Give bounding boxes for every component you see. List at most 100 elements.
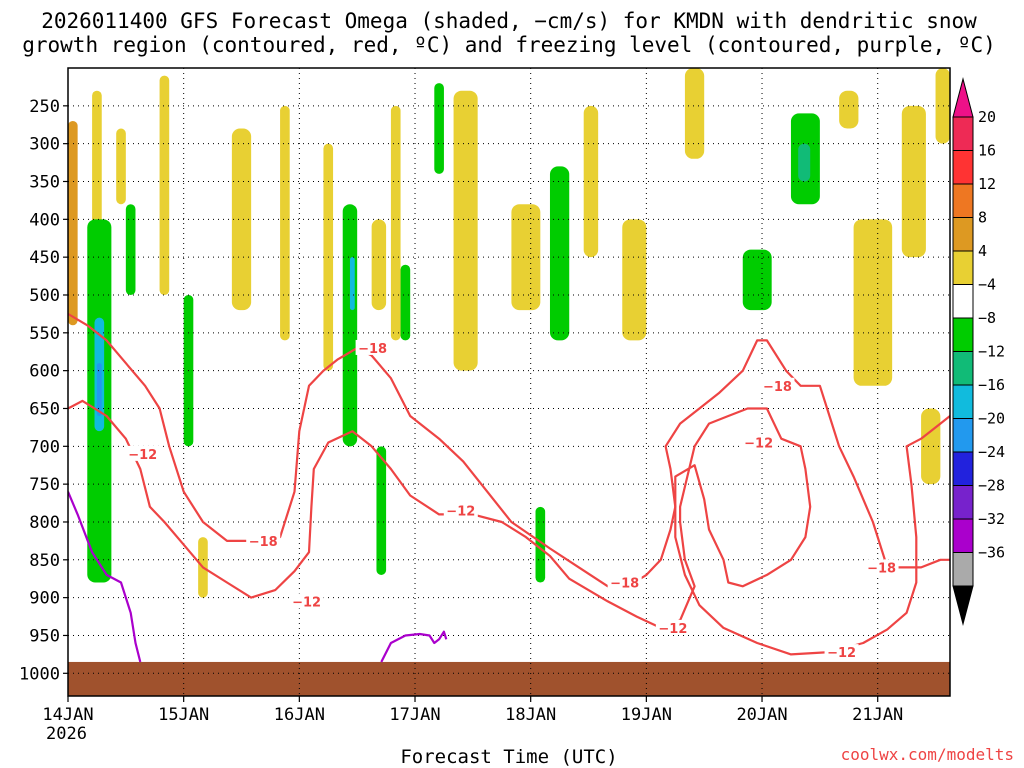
y-tick-label-350: 350: [29, 172, 60, 192]
ground-surface: [68, 661, 950, 696]
omega-region-31: [853, 219, 893, 386]
y-tick-label-850: 850: [29, 551, 60, 571]
x-tick-label-15JAN: 15JAN: [158, 705, 209, 725]
colorbar-swatch-3: [952, 217, 974, 252]
chart-title-line-1: 2026011400 GFS Forecast Omega (shaded, −…: [41, 9, 977, 33]
contour-label-bg-0: [125, 445, 160, 461]
omega-region-20: [453, 90, 478, 371]
colorbar-top-arrow: [952, 77, 974, 118]
contour-label-bg-3: [355, 339, 390, 355]
omega-region-15: [371, 219, 387, 311]
omega-region-18: [400, 264, 411, 341]
chart-title-line-2: growth region (contoured, red, ºC) and f…: [22, 33, 996, 57]
colorbar-label-5: −4: [978, 276, 996, 294]
contour-lines: [68, 312, 950, 663]
x-tick-label-20JAN: 20JAN: [736, 705, 787, 725]
colorbar-label-1: 16: [978, 142, 996, 160]
omega-region-19: [434, 83, 444, 174]
colorbar-swatch-8: [952, 384, 974, 419]
contour-label-5: −18: [610, 577, 639, 592]
y-tick-label-300: 300: [29, 135, 60, 155]
colorbar-swatch-6: [952, 317, 974, 352]
credit-link[interactable]: coolwx.com/modelts: [841, 745, 1014, 764]
contour-label-8: −12: [744, 437, 773, 452]
colorbar-swatch-4: [952, 250, 974, 285]
contour--18-0: [68, 312, 950, 588]
contour-label-bg-10: [864, 559, 899, 575]
omega-region-25: [622, 219, 647, 341]
colorbar-swatch-5: [952, 284, 974, 319]
colorbar-swatch-7: [952, 351, 974, 386]
y-axis-ticks: 250 300 350 400 450 500 550 600 650 700 750 800 850 9…: [19, 97, 68, 684]
colorbar-label-6: −8: [978, 309, 996, 327]
y-tick-label-400: 400: [29, 210, 60, 230]
plot-frame: [67, 67, 951, 697]
omega-region-10: [231, 128, 252, 311]
x-tick-label-21JAN: 21JAN: [852, 705, 903, 725]
contour-label-0: −12: [128, 448, 157, 463]
contour-label-bg-1: [246, 532, 281, 548]
contour-0-2: [68, 491, 142, 663]
omega-region-24: [583, 105, 599, 258]
contour-label-6: −12: [658, 622, 687, 637]
omega-region-1: [92, 90, 102, 235]
omega-region-22: [535, 506, 546, 583]
contour-label-1: −18: [249, 535, 278, 550]
y-tick-label-950: 950: [29, 626, 60, 646]
y-tick-label-650: 650: [29, 399, 60, 419]
y-tick-label-800: 800: [29, 513, 60, 533]
colorbar-label-12: −32: [978, 510, 1005, 528]
colorbar-label-0: 20: [978, 108, 996, 126]
x-tick-label-14JAN: 14JAN: [42, 705, 93, 725]
colorbar-bottom-arrow: [952, 585, 974, 626]
omega-region-11: [280, 105, 290, 341]
colorbar-swatch-10: [952, 451, 974, 486]
colorbar-label-9: −20: [978, 410, 1005, 428]
y-tick-label-1000: 1000: [19, 664, 60, 684]
omega-region-6: [125, 204, 136, 295]
omega-region-0: [68, 120, 78, 326]
contour-labels: −12 −18 −12 −18 −12 −18 −12 −18 −12 −12 −18: [125, 339, 899, 661]
contour-label-9: −12: [827, 646, 856, 661]
x-tick-label-16JAN: 16JAN: [274, 705, 325, 725]
omega-region-29: [798, 143, 811, 182]
contour-label-10: −18: [867, 561, 896, 576]
omega-region-16: [376, 446, 387, 575]
omega-region-7: [159, 75, 170, 295]
x-axis-label: Forecast Time (UTC): [400, 746, 617, 768]
colorbar-label-11: −28: [978, 477, 1005, 495]
colorbar-swatch-9: [952, 418, 974, 453]
colorbar-label-10: −24: [978, 443, 1005, 461]
contour-label-bg-2: [289, 593, 324, 609]
contour-label-bg-7: [760, 377, 795, 393]
omega-region-17: [390, 105, 401, 341]
contour-0-3: [380, 630, 448, 663]
y-tick-label-900: 900: [29, 589, 60, 609]
omega-region-26: [684, 68, 705, 159]
colorbar-label-3: 8: [978, 209, 987, 227]
contour-label-bg-9: [824, 644, 859, 660]
colorbar-label-8: −16: [978, 376, 1005, 394]
x-tick-label-19JAN: 19JAN: [621, 705, 672, 725]
contour--12-1: [68, 399, 950, 656]
x-tick-label-18JAN: 18JAN: [505, 705, 556, 725]
colorbar-swatch-0: [952, 116, 974, 151]
x-tick-year-label: 2026: [46, 724, 87, 744]
omega-region-5: [96, 363, 102, 417]
colorbar-label-2: 12: [978, 175, 996, 193]
colorbar-label-4: 4: [978, 242, 987, 260]
y-tick-label-750: 750: [29, 475, 60, 495]
y-tick-label-700: 700: [29, 437, 60, 457]
omega-region-23: [549, 166, 570, 341]
colorbar: 20 16 12 8 4 −4 −8 −12 −16 −20 −24 −28 −32 −36: [952, 77, 1005, 626]
omega-region-27: [742, 249, 772, 311]
contour-label-bg-4: [443, 502, 478, 518]
omega-region-2: [116, 128, 126, 205]
colorbar-swatch-2: [952, 183, 974, 218]
y-tick-label-500: 500: [29, 286, 60, 306]
y-tick-label-600: 600: [29, 362, 60, 382]
colorbar-label-7: −12: [978, 343, 1005, 361]
contour-label-bg-5: [607, 574, 642, 590]
